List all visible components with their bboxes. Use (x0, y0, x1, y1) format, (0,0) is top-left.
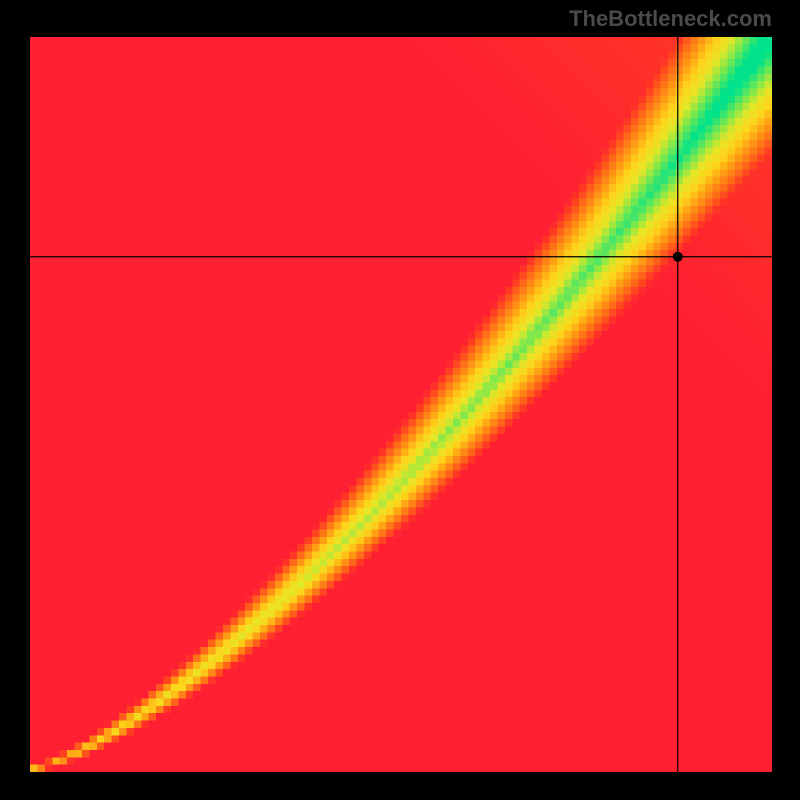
watermark-text: TheBottleneck.com (569, 6, 772, 32)
crosshair-overlay (0, 0, 800, 800)
chart-container: { "watermark": { "text": "TheBottleneck.… (0, 0, 800, 800)
crosshair-marker (673, 252, 683, 262)
